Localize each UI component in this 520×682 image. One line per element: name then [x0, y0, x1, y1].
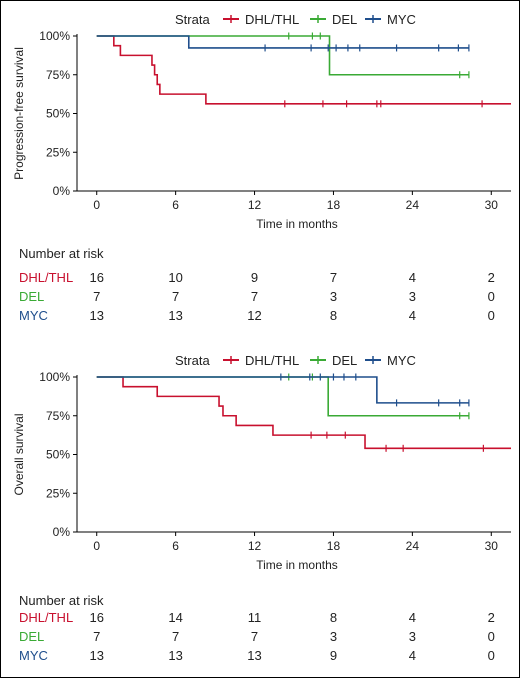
risk-count: 4 [409, 308, 416, 323]
y-tick-label: 25% [46, 145, 70, 159]
legend-title: Strata [175, 12, 210, 27]
x-tick-label: 18 [327, 198, 341, 212]
legend-title: Strata [175, 353, 210, 368]
km-panel-2: Strata DHL/THL DEL MYC 0% 25% 50% 75% 100% 0 6 12 18… [12, 353, 511, 663]
risk-count: 7 [93, 629, 100, 644]
risk-count: 16 [89, 270, 103, 285]
risk-count: 3 [409, 289, 416, 304]
risk-count: 7 [172, 629, 179, 644]
y-axis-label: Overall survival [12, 413, 26, 495]
risk-count: 8 [330, 308, 337, 323]
risk-table-title: Number at risk [19, 246, 104, 261]
x-tick-label: 24 [406, 539, 420, 553]
risk-count: 4 [409, 648, 416, 663]
y-tick-label: 25% [46, 486, 70, 500]
risk-count: 8 [330, 610, 337, 625]
risk-count: 13 [168, 648, 182, 663]
risk-count: 4 [409, 610, 416, 625]
risk-count: 0 [488, 648, 495, 663]
risk-count: 0 [488, 308, 495, 323]
series-line-dhlthl [96, 35, 511, 105]
risk-count: 13 [247, 648, 261, 663]
risk-count: 7 [330, 270, 337, 285]
x-axis-label: Time in months [256, 217, 338, 231]
risk-row-label-del: DEL [19, 629, 44, 644]
risk-row-label-dhlthl: DHL/THL [19, 270, 73, 285]
risk-count: 3 [330, 289, 337, 304]
y-tick-label: 0% [53, 525, 71, 539]
risk-row-label-myc: MYC [19, 648, 48, 663]
legend-label: DHL/THL [245, 12, 299, 27]
risk-count: 12 [247, 308, 261, 323]
x-tick-label: 6 [172, 198, 179, 212]
legend-label: DEL [332, 353, 357, 368]
series-line-del [96, 376, 469, 417]
risk-count: 13 [89, 308, 103, 323]
risk-row-label-del: DEL [19, 289, 44, 304]
risk-table-title: Number at risk [19, 593, 104, 608]
risk-count: 9 [330, 648, 337, 663]
risk-count: 16 [89, 610, 103, 625]
risk-count: 14 [168, 610, 182, 625]
legend-label: MYC [387, 353, 416, 368]
series-line-dhlthl [96, 376, 511, 450]
y-tick-label: 75% [46, 68, 70, 82]
y-tick-label: 50% [46, 448, 70, 462]
risk-count: 7 [93, 289, 100, 304]
legend-label: DHL/THL [245, 353, 299, 368]
x-tick-label: 30 [485, 198, 499, 212]
legend: Strata DHL/THL DEL MYC [175, 12, 416, 27]
x-tick-label: 6 [172, 539, 179, 553]
risk-count: 2 [488, 610, 495, 625]
risk-count: 10 [168, 270, 182, 285]
risk-count: 0 [488, 629, 495, 644]
risk-count: 9 [251, 270, 258, 285]
risk-row-label-myc: MYC [19, 308, 48, 323]
risk-count: 7 [172, 289, 179, 304]
km-panel-1: Strata DHL/THL DEL MYC 0% 25% 50% 75% 100% 0 6 12 18… [12, 12, 511, 323]
risk-count: 3 [409, 629, 416, 644]
x-tick-label: 12 [248, 198, 262, 212]
y-tick-label: 50% [46, 107, 70, 121]
x-tick-label: 30 [485, 539, 499, 553]
x-tick-label: 0 [93, 198, 100, 212]
x-tick-label: 18 [327, 539, 341, 553]
risk-count: 7 [251, 629, 258, 644]
x-tick-label: 24 [406, 198, 420, 212]
risk-count: 4 [409, 270, 416, 285]
series-line-myc [96, 35, 469, 49]
x-tick-label: 12 [248, 539, 262, 553]
x-tick-label: 0 [93, 539, 100, 553]
risk-count: 13 [89, 648, 103, 663]
risk-row-label-dhlthl: DHL/THL [19, 610, 73, 625]
legend: Strata DHL/THL DEL MYC [175, 353, 416, 368]
risk-count: 11 [248, 610, 262, 625]
series-line-myc [96, 376, 469, 404]
y-tick-label: 75% [46, 409, 70, 423]
risk-count: 2 [488, 270, 495, 285]
risk-count: 13 [168, 308, 182, 323]
legend-label: DEL [332, 12, 357, 27]
y-tick-label: 0% [53, 184, 71, 198]
series-line-del [96, 35, 469, 76]
risk-count: 3 [330, 629, 337, 644]
risk-count: 0 [488, 289, 495, 304]
y-tick-label: 100% [39, 370, 70, 384]
risk-count: 7 [251, 289, 258, 304]
legend-label: MYC [387, 12, 416, 27]
y-tick-label: 100% [39, 29, 70, 43]
y-axis-label: Progression-free survival [12, 47, 26, 180]
x-axis-label: Time in months [256, 558, 338, 572]
